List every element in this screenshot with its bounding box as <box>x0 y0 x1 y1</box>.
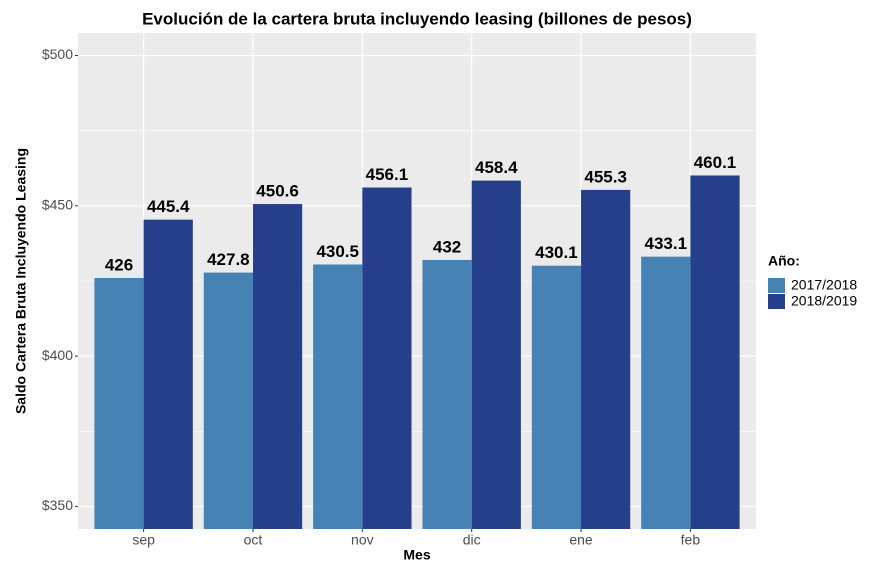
bar <box>690 175 740 529</box>
y-tick-label: $500 <box>42 46 73 62</box>
bar <box>94 277 144 529</box>
data-label: 433.1 <box>645 234 688 253</box>
plot-area <box>78 33 756 529</box>
y-axis-title: Saldo Cartera Bruta Incluyendo Leasing <box>13 148 29 414</box>
bar <box>422 259 472 529</box>
bar <box>362 187 412 529</box>
data-label: 450.6 <box>256 182 299 201</box>
x-tick-label: nov <box>351 532 374 548</box>
x-tick-label: ene <box>569 532 593 548</box>
data-label: 456.1 <box>366 165 409 184</box>
bar <box>143 219 193 529</box>
y-tick-label: $350 <box>42 497 73 513</box>
bar <box>313 264 363 529</box>
legend-title: Año: <box>768 253 800 269</box>
x-tick-label: sep <box>132 532 155 548</box>
bar <box>203 272 253 529</box>
x-tick-label: dic <box>463 532 481 548</box>
bar <box>252 204 303 529</box>
x-axis-title: Mes <box>403 547 430 562</box>
bar <box>471 180 521 529</box>
data-label: 455.3 <box>584 167 627 186</box>
bar <box>581 189 631 529</box>
data-label: 427.8 <box>207 250 250 269</box>
bar <box>641 256 691 529</box>
data-label: 458.4 <box>475 158 518 177</box>
data-label: 430.1 <box>535 243 578 262</box>
y-tick-label: $400 <box>42 347 73 363</box>
x-tick-label: feb <box>681 532 701 548</box>
y-tick-label: $450 <box>42 197 73 213</box>
chart-title: Evolución de la cartera bruta incluyendo… <box>142 9 692 28</box>
data-label: 430.5 <box>316 242 359 261</box>
data-label: 445.4 <box>147 197 190 216</box>
bar <box>531 265 582 529</box>
legend-label: 2017/2018 <box>791 277 857 293</box>
data-label: 460.1 <box>694 153 737 172</box>
data-label: 432 <box>433 237 461 256</box>
data-label: 426 <box>105 255 133 274</box>
legend-label: 2018/2019 <box>791 293 857 309</box>
x-tick-label: oct <box>244 532 263 548</box>
legend-swatch <box>768 294 785 309</box>
legend-swatch <box>768 278 785 293</box>
